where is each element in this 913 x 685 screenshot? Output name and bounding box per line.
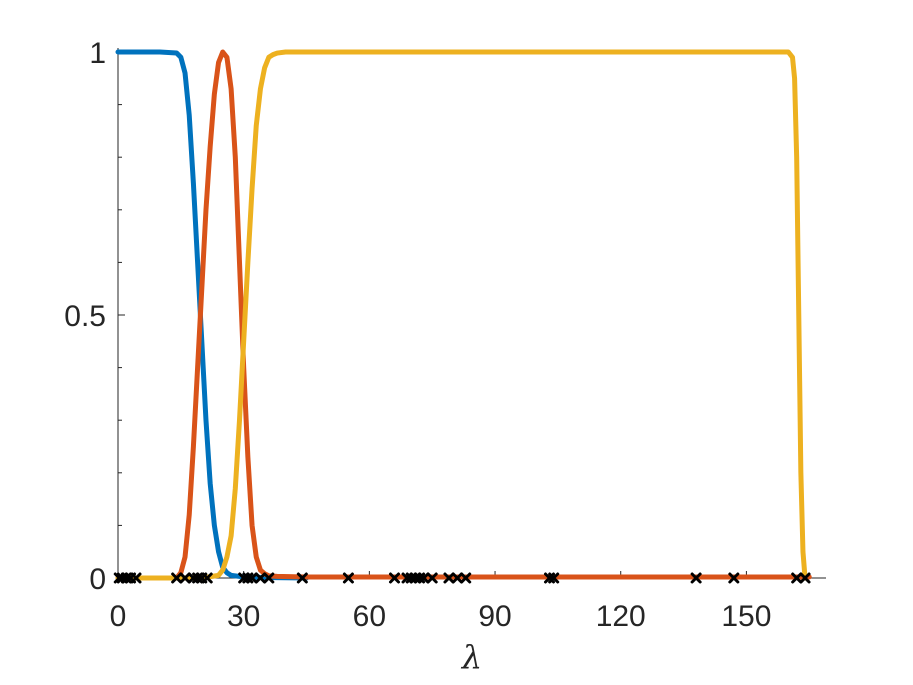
x-marker [342, 572, 354, 584]
series-line-3 [115, 49, 808, 581]
series-lines [115, 49, 812, 581]
x-marker [246, 572, 258, 584]
x-marker [728, 572, 740, 584]
y-tick-label: 1 [89, 37, 106, 70]
y-tick-label: 0.5 [64, 300, 106, 333]
x-marker [460, 572, 472, 584]
x-marker [443, 572, 455, 584]
x-marker [690, 572, 702, 584]
x-marker [418, 572, 430, 584]
x-marker [791, 572, 803, 584]
x-marker [254, 572, 266, 584]
x-marker [201, 572, 213, 584]
x-marker [426, 572, 438, 584]
x-tick-label: 60 [353, 600, 386, 633]
x-marker [388, 572, 400, 584]
x-tick-label: 90 [478, 600, 511, 633]
ticks: 0 30 60 90 120 150 0 0.5 1 [64, 37, 771, 633]
x-marker [548, 572, 560, 584]
x-marker [171, 572, 183, 584]
axes [117, 48, 826, 579]
data-markers [113, 572, 811, 584]
x-tick-label: 30 [227, 600, 260, 633]
x-marker [179, 572, 191, 584]
x-marker [296, 572, 308, 584]
series-line-2 [115, 49, 812, 581]
y-tick-label: 0 [89, 563, 106, 596]
x-tick-label: 150 [721, 600, 771, 633]
x-marker [451, 572, 463, 584]
x-marker [130, 572, 142, 584]
x-marker [263, 572, 275, 584]
x-axis-label: λ [460, 638, 482, 676]
x-tick-label: 120 [596, 600, 646, 633]
x-marker [799, 572, 811, 584]
x-tick-label: 0 [110, 600, 127, 633]
